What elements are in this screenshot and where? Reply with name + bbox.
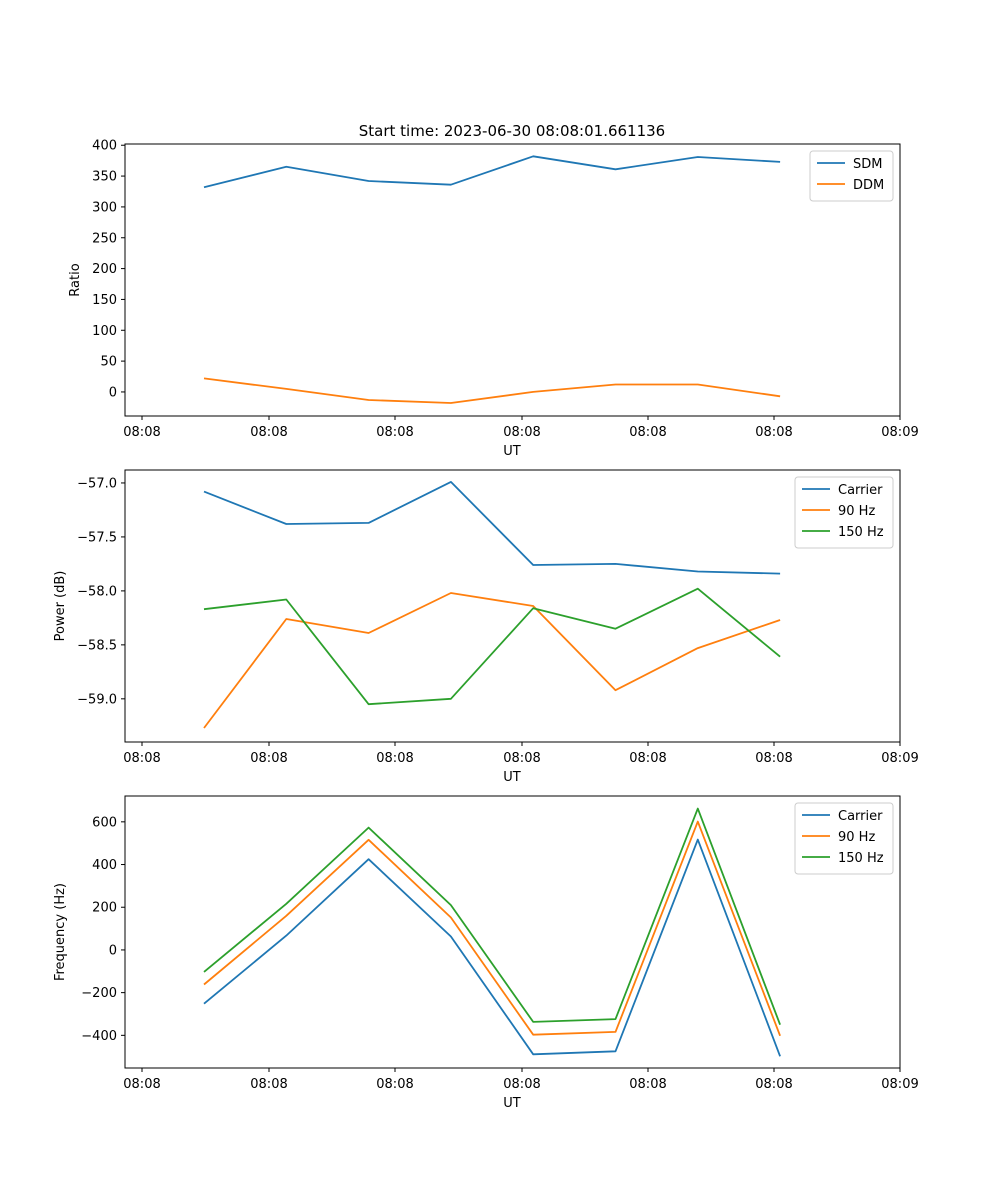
y-axis-label: Ratio <box>68 263 83 296</box>
x-axis-label: UT <box>503 1096 521 1111</box>
y-tick-label: −57.0 <box>77 476 117 491</box>
y-tick-label: −200 <box>81 986 117 1001</box>
y-tick-label: −59.0 <box>77 692 117 707</box>
x-tick-label: 08:08 <box>376 425 413 440</box>
x-tick-label: 08:08 <box>250 1077 287 1092</box>
x-tick-label: 08:08 <box>250 425 287 440</box>
y-axis-label: Power (dB) <box>53 571 68 642</box>
y-tick-label: 0 <box>109 943 117 958</box>
figure-title: Start time: 2023-06-30 08:08:01.661136 <box>359 122 665 140</box>
legend-label: DDM <box>853 178 884 193</box>
x-tick-label: 08:08 <box>503 751 540 766</box>
legend: Carrier 90 Hz 150 Hz <box>794 802 894 875</box>
y-tick-label: −58.0 <box>77 584 117 599</box>
x-tick-label: 08:08 <box>123 751 160 766</box>
legend-label: 150 Hz <box>838 525 884 540</box>
series-line <box>203 838 781 1057</box>
plot-frame <box>124 143 901 417</box>
chart-2: 08:08 08:08 08:08 08:08 08:08 08:08 08:09 UT −57… <box>53 469 919 785</box>
x-tick-label: 08:08 <box>123 1077 160 1092</box>
y-tick-label: 600 <box>92 815 117 830</box>
plot-frame <box>124 795 901 1069</box>
legend-label: 150 Hz <box>838 851 884 866</box>
x-tick-label: 08:08 <box>629 751 666 766</box>
x-tick-label: 08:08 <box>503 1077 540 1092</box>
legend: Carrier 90 Hz 150 Hz <box>794 476 894 549</box>
legend: SDM DDM <box>809 150 894 202</box>
axes-layer: 08:08 08:08 08:08 08:08 08:08 08:08 08:09 UT 0 50… <box>53 139 919 1111</box>
series-line <box>203 820 781 1037</box>
x-tick-label: 08:08 <box>376 751 413 766</box>
series-line <box>203 377 781 404</box>
legend-label: SDM <box>853 157 882 172</box>
y-tick-label: −400 <box>81 1029 117 1044</box>
y-tick-label: 0 <box>109 385 117 400</box>
legend-label: Carrier <box>838 809 883 824</box>
x-tick-label: 08:08 <box>755 751 792 766</box>
x-tick-label: 08:08 <box>250 751 287 766</box>
y-tick-label: −57.5 <box>77 530 117 545</box>
y-axis-label: Frequency (Hz) <box>53 883 68 981</box>
legend-label: Carrier <box>838 483 883 498</box>
x-tick-label: 08:08 <box>755 425 792 440</box>
x-tick-label: 08:08 <box>376 1077 413 1092</box>
legend-label: 90 Hz <box>838 504 875 519</box>
series-line <box>203 587 781 706</box>
y-tick-label: 400 <box>92 858 117 873</box>
x-tick-label: 08:08 <box>755 1077 792 1092</box>
legend-label: 90 Hz <box>838 830 875 845</box>
y-tick-label: −58.5 <box>77 638 117 653</box>
y-tick-label: 300 <box>92 200 117 215</box>
x-tick-label: 08:09 <box>881 425 918 440</box>
chart-3: 08:08 08:08 08:08 08:08 08:08 08:08 08:09 UT −40… <box>53 795 919 1111</box>
chart-1: 08:08 08:08 08:08 08:08 08:08 08:08 08:09 UT 0 50… <box>68 139 919 459</box>
plot-frame <box>124 469 901 743</box>
y-tick-label: 350 <box>92 170 117 185</box>
y-tick-label: 150 <box>92 293 117 308</box>
y-tick-label: 200 <box>92 262 117 277</box>
x-tick-label: 08:08 <box>503 425 540 440</box>
y-tick-label: 250 <box>92 231 117 246</box>
x-axis-label: UT <box>503 444 521 459</box>
x-tick-label: 08:08 <box>629 425 666 440</box>
series-line <box>203 807 781 1026</box>
y-tick-label: 200 <box>92 901 117 916</box>
series-line <box>203 155 781 189</box>
y-tick-label: 100 <box>92 324 117 339</box>
x-tick-label: 08:09 <box>881 1077 918 1092</box>
x-tick-label: 08:08 <box>123 425 160 440</box>
series-line <box>203 592 781 729</box>
y-tick-label: 400 <box>92 139 117 154</box>
x-tick-label: 08:08 <box>629 1077 666 1092</box>
series-line <box>203 480 781 575</box>
x-tick-label: 08:09 <box>881 751 918 766</box>
y-tick-label: 50 <box>100 355 117 370</box>
x-axis-label: UT <box>503 770 521 785</box>
